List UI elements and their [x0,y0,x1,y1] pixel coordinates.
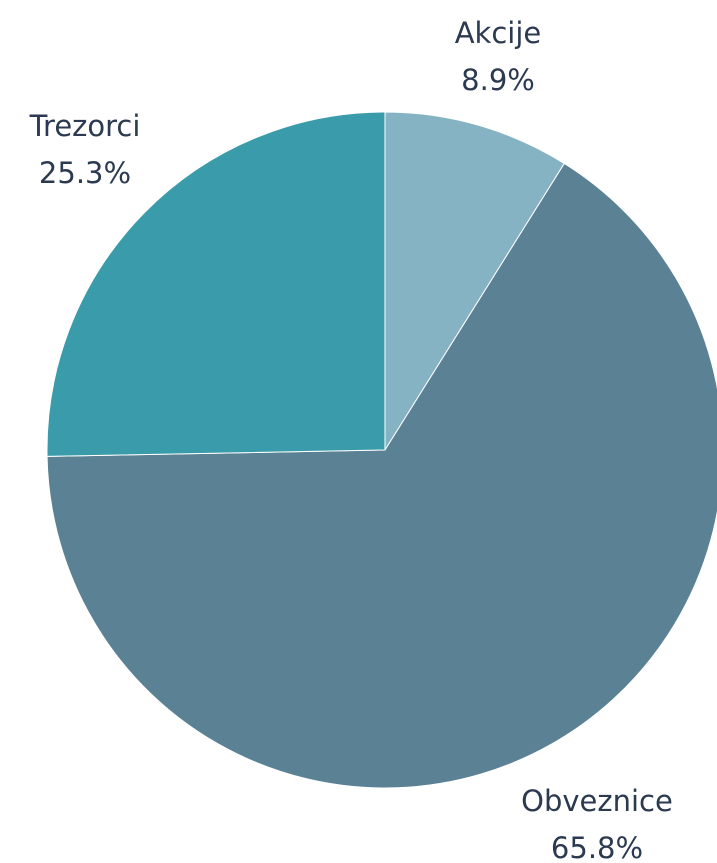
pie-slice [46,162,717,789]
pie-slice [384,111,566,452]
slice-value-label: 8.9% [461,63,535,97]
pie-slice [46,111,386,457]
slice-value-label: 25.3% [39,156,131,190]
slice-value-label: 65.8% [551,831,643,863]
slice-label: Trezorci [29,109,141,143]
slice-label: Akcije [455,16,542,50]
slice-label: Obveznice [521,784,673,818]
